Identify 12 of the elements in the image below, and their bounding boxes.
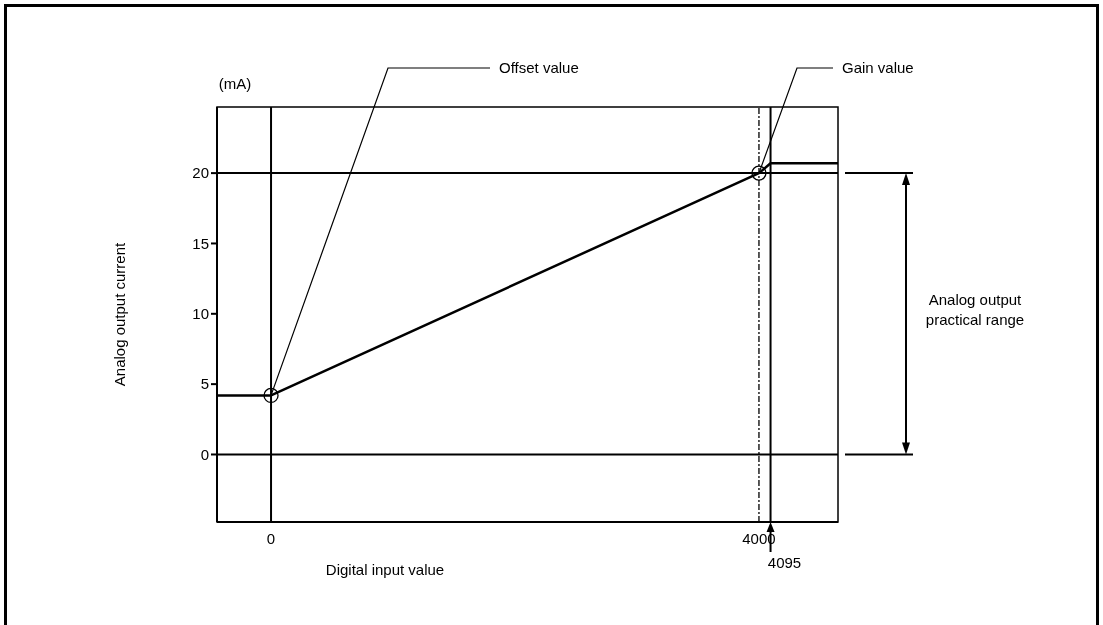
y-tick-label: 0: [200, 445, 209, 463]
text: Analog output practical range: [924, 289, 1026, 330]
y-axis-title: Analog output current: [111, 241, 128, 387]
y-tick-label: 15: [192, 234, 209, 252]
x-axis-title: Digital input value: [325, 561, 445, 578]
annotation: Offset value: [499, 59, 579, 76]
y-tick-label: 20: [192, 164, 209, 182]
y-tick-label: 10: [192, 305, 209, 323]
text: (mA): [218, 75, 252, 92]
annotation: Gain value: [842, 59, 914, 76]
y-tick-label: 5: [200, 375, 209, 393]
legend-label: 4095: [767, 554, 802, 571]
